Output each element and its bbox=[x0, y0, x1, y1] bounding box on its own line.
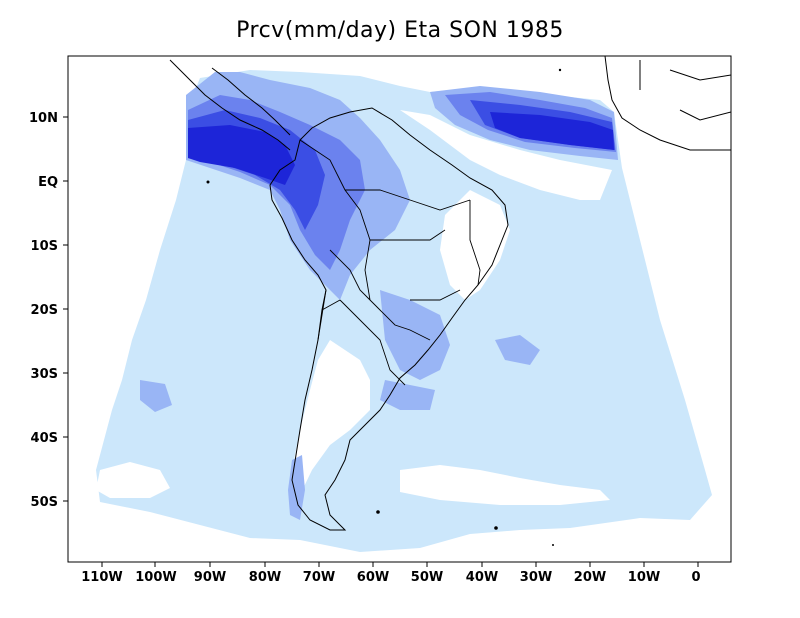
y-tick-label: EQ bbox=[38, 175, 58, 190]
x-tick-label: 90W bbox=[194, 570, 226, 585]
rain-shade-level5-atlantic bbox=[490, 112, 614, 150]
dry-land-east bbox=[440, 190, 510, 300]
dry-ocean-west bbox=[96, 462, 170, 498]
dry-ocean-patch bbox=[400, 465, 610, 505]
dry-atlantic-equator bbox=[400, 110, 612, 200]
x-tick-label: 0 bbox=[691, 570, 700, 585]
x-tick-label: 10W bbox=[628, 570, 660, 585]
map-title: Prcv(mm/day) Eta SON 1985 bbox=[236, 18, 564, 43]
x-tick-label: 80W bbox=[249, 570, 281, 585]
rain-shade-level2-pacific bbox=[140, 380, 172, 412]
y-tick-label: 20S bbox=[31, 303, 58, 318]
x-tick-marks bbox=[101, 562, 699, 567]
island-dot bbox=[558, 68, 562, 72]
coastline bbox=[269, 107, 509, 531]
x-tick-label: 60W bbox=[357, 570, 389, 585]
x-tick-label: 70W bbox=[303, 570, 335, 585]
rain-shade-level2-uruguay bbox=[380, 380, 435, 410]
rain-shade-level2-brazil bbox=[380, 290, 450, 380]
x-tick-label: 100W bbox=[135, 570, 176, 585]
rain-shade-level2-patagonia bbox=[288, 455, 305, 520]
y-tick-labels: 10N EQ 10S 20S 30S 40S 50S bbox=[29, 111, 58, 510]
dry-land-south bbox=[292, 340, 370, 495]
y-tick-label: 10S bbox=[31, 239, 58, 254]
y-tick-label: 30S bbox=[31, 367, 58, 382]
island-dot bbox=[376, 510, 380, 514]
y-tick-label: 50S bbox=[31, 495, 58, 510]
x-tick-labels: 110W 100W 90W 80W 70W 60W 50W 40W 30W 20… bbox=[81, 570, 700, 585]
rain-shade-level5 bbox=[188, 125, 295, 185]
political-boundaries bbox=[299, 139, 481, 386]
x-tick-label: 110W bbox=[81, 570, 122, 585]
island-dot bbox=[494, 526, 498, 530]
y-tick-label: 10N bbox=[29, 111, 58, 126]
coastline-central-america bbox=[169, 59, 291, 151]
y-tick-label: 40S bbox=[31, 431, 58, 446]
rain-shade-level2-atlantic-south bbox=[495, 335, 540, 365]
x-tick-label: 20W bbox=[574, 570, 606, 585]
y-tick-marks bbox=[63, 116, 68, 502]
x-tick-label: 50W bbox=[411, 570, 443, 585]
island-dot bbox=[552, 544, 554, 546]
island-dot bbox=[206, 180, 210, 184]
coastline-africa bbox=[604, 56, 731, 151]
x-tick-label: 30W bbox=[520, 570, 552, 585]
x-tick-label: 40W bbox=[466, 570, 498, 585]
